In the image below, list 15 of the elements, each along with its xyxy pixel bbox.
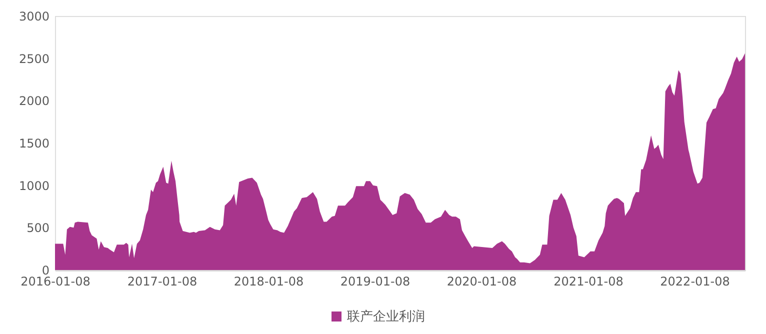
x-tick-label: 2016-01-08 [20,274,90,288]
y-tick-label: 2500 [18,52,50,66]
y-tick-label: 500 [26,221,50,236]
x-tick-label: 2021-01-08 [554,274,624,288]
x-tick-label: 2018-01-08 [234,274,304,288]
y-tick-label: 2000 [18,94,50,108]
legend-label: 联产企业利润 [347,310,425,324]
y-tick-label: 3000 [18,10,50,24]
y-tick-label: 1500 [18,136,50,150]
x-tick-label: 2020-01-08 [446,274,517,288]
y-tick-label: 0 [42,264,50,278]
x-tick-label: 2022-01-08 [660,274,730,288]
x-tick-label: 2019-01-08 [340,274,410,288]
x-tick-label: 2017-01-08 [127,274,198,288]
y-tick-label: 1000 [18,178,50,193]
